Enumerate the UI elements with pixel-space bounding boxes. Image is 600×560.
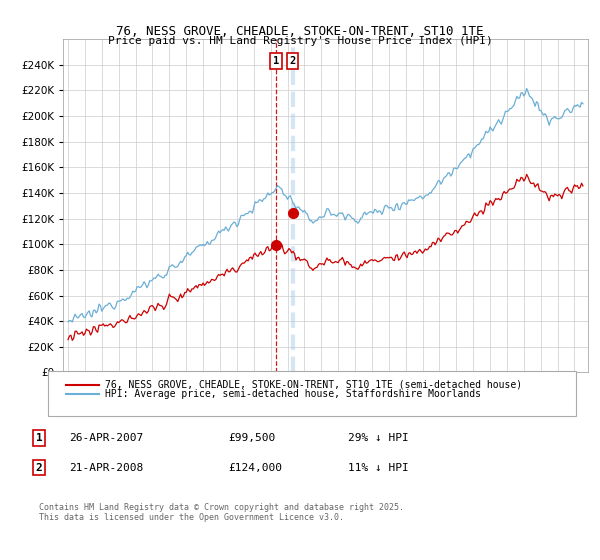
- Text: HPI: Average price, semi-detached house, Staffordshire Moorlands: HPI: Average price, semi-detached house,…: [105, 389, 481, 399]
- Text: 1: 1: [35, 433, 43, 443]
- Text: 76, NESS GROVE, CHEADLE, STOKE-ON-TRENT, ST10 1TE: 76, NESS GROVE, CHEADLE, STOKE-ON-TRENT,…: [116, 25, 484, 38]
- Text: £124,000: £124,000: [228, 463, 282, 473]
- Text: £99,500: £99,500: [228, 433, 275, 443]
- Text: 1: 1: [273, 56, 279, 66]
- Text: Price paid vs. HM Land Registry's House Price Index (HPI): Price paid vs. HM Land Registry's House …: [107, 36, 493, 46]
- Text: 2: 2: [35, 463, 43, 473]
- Text: 29% ↓ HPI: 29% ↓ HPI: [348, 433, 409, 443]
- Text: 2: 2: [290, 56, 296, 66]
- Text: 26-APR-2007: 26-APR-2007: [69, 433, 143, 443]
- Text: 76, NESS GROVE, CHEADLE, STOKE-ON-TRENT, ST10 1TE (semi-detached house): 76, NESS GROVE, CHEADLE, STOKE-ON-TRENT,…: [105, 380, 522, 390]
- Text: Contains HM Land Registry data © Crown copyright and database right 2025.
This d: Contains HM Land Registry data © Crown c…: [39, 502, 404, 522]
- Text: 21-APR-2008: 21-APR-2008: [69, 463, 143, 473]
- Text: 11% ↓ HPI: 11% ↓ HPI: [348, 463, 409, 473]
